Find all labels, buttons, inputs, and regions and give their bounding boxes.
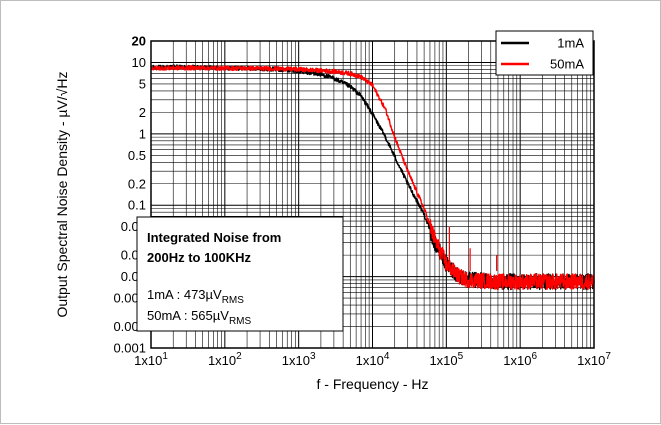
integrated-noise-annotation: Integrated Noise from 200Hz to 100KHz 1m… <box>136 216 344 332</box>
x-tick-label: 1x107 <box>577 351 611 368</box>
x-tick-label: 1x101 <box>134 351 168 368</box>
y-axis-label-text: Output Spectral Noise Density - <box>54 118 70 318</box>
x-tick-label: 1x103 <box>282 351 316 368</box>
y-tick-labels: 20105210.50.20.10.050.020.010.0050.0020.… <box>113 34 146 356</box>
y-tick-label: 10 <box>132 55 146 70</box>
y-tick-label: 20 <box>132 34 146 49</box>
series-layer <box>150 64 595 291</box>
x-tick-label: 1x104 <box>356 351 390 368</box>
annotation-row-1mA-value: 1mA : 473µV <box>147 287 222 302</box>
plot-frame <box>150 40 595 349</box>
y-tick-label: 1 <box>139 126 146 141</box>
annotation-row-50mA-value: 50mA : 565µV <box>147 308 229 323</box>
y-tick-label: 0.2 <box>128 176 146 191</box>
x-axis-label: f - Frequency - Hz <box>316 376 428 392</box>
annotation-row-1mA-subscript: RMS <box>222 295 245 306</box>
y-tick-label: 5 <box>139 76 146 91</box>
y-tick-label: 0.001 <box>113 341 146 356</box>
legend-label-50mA: 50mA <box>550 57 584 72</box>
annotation-row-50mA: 50mA : 565µVRMS <box>147 308 251 327</box>
y-tick-label: 0.1 <box>128 198 146 213</box>
annotation-row-50mA-subscript: RMS <box>229 316 252 327</box>
annotation-box <box>136 216 344 332</box>
legend-label-1mA: 1mA <box>557 36 584 51</box>
y-axis-label-unit: µV/√Hz <box>54 71 70 117</box>
series-line-50mA <box>150 65 595 291</box>
y-tick-label: 2 <box>139 105 146 120</box>
legend-box <box>495 30 594 76</box>
y-tick-label: 0.5 <box>128 148 146 163</box>
annotation-title-line1: Integrated Noise from <box>147 230 281 245</box>
x-tick-labels: 1x101 1x102 1x103 1x104 1x105 1x106 1x107 <box>134 351 611 368</box>
x-tick-label: 1x102 <box>208 351 242 368</box>
x-tick-label: 1x105 <box>429 351 463 368</box>
legend: 1mA 50mA <box>495 30 594 76</box>
y-axis-label: Output Spectral Noise Density - µV/√Hz <box>54 71 70 317</box>
x-tick-label: 1x106 <box>503 351 537 368</box>
annotation-title-line2: 200Hz to 100KHz <box>147 250 252 265</box>
annotation-row-1mA: 1mA : 473µVRMS <box>147 287 244 306</box>
